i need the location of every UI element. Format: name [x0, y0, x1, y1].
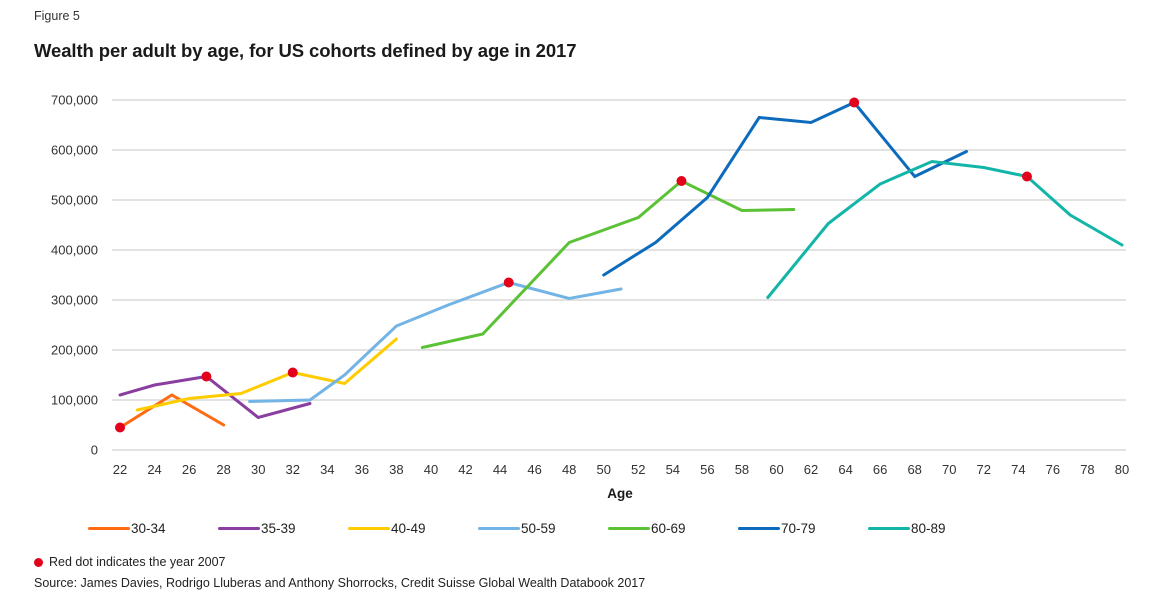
x-tick-label: 66 [873, 462, 887, 477]
legend-swatch [868, 527, 910, 530]
x-tick-label: 22 [113, 462, 127, 477]
gridlines [112, 99, 1126, 451]
legend-label: 50-59 [521, 521, 556, 536]
legend-item-80-89: 80-89 [868, 521, 998, 536]
x-tick-label: 28 [216, 462, 230, 477]
legend-label: 80-89 [911, 521, 946, 536]
footnote-text: Red dot indicates the year 2007 [49, 555, 226, 569]
footnote: Red dot indicates the year 2007 [34, 555, 226, 569]
x-tick-label: 36 [355, 462, 369, 477]
x-tick-label: 74 [1011, 462, 1025, 477]
legend-item-60-69: 60-69 [608, 521, 738, 536]
y-tick-label: 700,000 [51, 93, 98, 108]
x-tick-label: 48 [562, 462, 576, 477]
marker-2007-60-69 [676, 176, 687, 186]
x-tick-label: 34 [320, 462, 334, 477]
legend-label: 60-69 [651, 521, 686, 536]
x-axis-ticks: 22 24 26 28 30 32 34 36 38 40 42 44 46 48 50 52 54 56 58 60… [113, 462, 1129, 477]
series-line-60-69 [420, 179, 796, 349]
marker-2007-80-89 [1021, 171, 1032, 182]
x-axis-label: Age [607, 486, 633, 501]
x-tick-label: 32 [286, 462, 300, 477]
x-tick-label: 62 [804, 462, 818, 477]
legend-item-50-59: 50-59 [478, 521, 608, 536]
series-line-50-59 [248, 280, 623, 403]
x-tick-label: 64 [838, 462, 852, 477]
y-tick-label: 100,000 [51, 393, 98, 408]
x-tick-label: 68 [907, 462, 921, 477]
marker-2007-70-79 [849, 97, 860, 108]
y-tick-label: 200,000 [51, 343, 98, 358]
y-tick-label: 400,000 [51, 243, 98, 258]
series-line-70-79 [602, 100, 968, 277]
x-tick-label: 60 [769, 462, 783, 477]
y-tick-label: 0 [91, 443, 98, 458]
line-chart: 0 100,000 200,000 300,000 400,000 500,000 600,… [51, 93, 1129, 502]
legend-swatch [218, 527, 260, 530]
x-tick-label: 72 [977, 462, 991, 477]
legend-swatch [608, 527, 650, 530]
x-tick-label: 40 [424, 462, 438, 477]
x-tick-label: 56 [700, 462, 714, 477]
red-dot-icon [34, 557, 43, 567]
x-tick-label: 58 [735, 462, 749, 477]
legend-swatch [478, 527, 520, 530]
x-tick-label: 38 [389, 462, 403, 477]
series-line-40-49 [135, 337, 398, 412]
legend-swatch [348, 527, 390, 530]
x-tick-label: 80 [1115, 462, 1129, 477]
marker-2007-50-59 [503, 277, 514, 288]
marker-2007-40-49 [287, 367, 298, 378]
source-note: Source: James Davies, Rodrigo Lluberas a… [34, 576, 646, 590]
year-2007-markers [115, 97, 1032, 433]
legend-swatch [738, 527, 780, 530]
x-tick-label: 24 [147, 462, 161, 477]
x-tick-label: 44 [493, 462, 507, 477]
legend-item-40-49: 40-49 [348, 521, 478, 536]
x-tick-label: 76 [1046, 462, 1060, 477]
legend: 30-34 35-39 40-49 50-59 60-69 70-79 80-89 [88, 521, 998, 536]
legend-label: 40-49 [391, 521, 426, 536]
series-line-80-89 [766, 159, 1124, 299]
legend-label: 30-34 [131, 521, 166, 536]
legend-item-70-79: 70-79 [738, 521, 868, 536]
x-tick-label: 26 [182, 462, 196, 477]
x-tick-label: 46 [527, 462, 541, 477]
legend-swatch [88, 527, 130, 530]
marker-2007-35-39 [201, 371, 212, 382]
marker-2007-30-34 [115, 422, 125, 433]
x-tick-label: 50 [596, 462, 610, 477]
x-tick-label: 30 [251, 462, 265, 477]
y-tick-label: 600,000 [51, 143, 98, 158]
y-axis-ticks: 0 100,000 200,000 300,000 400,000 500,000 600,… [51, 93, 98, 458]
legend-item-30-34: 30-34 [88, 521, 218, 536]
x-tick-label: 52 [631, 462, 645, 477]
legend-item-35-39: 35-39 [218, 521, 348, 536]
x-tick-label: 42 [458, 462, 472, 477]
y-tick-label: 500,000 [51, 193, 98, 208]
figure-label: Figure 5 [34, 9, 80, 23]
series-line-30-34 [118, 393, 226, 429]
x-tick-label: 70 [942, 462, 956, 477]
y-tick-label: 300,000 [51, 293, 98, 308]
chart-title: Wealth per adult by age, for US cohorts … [34, 40, 577, 61]
legend-label: 35-39 [261, 521, 296, 536]
x-tick-label: 78 [1080, 462, 1094, 477]
x-tick-label: 54 [666, 462, 680, 477]
series-lines [118, 100, 1124, 429]
legend-label: 70-79 [781, 521, 816, 536]
